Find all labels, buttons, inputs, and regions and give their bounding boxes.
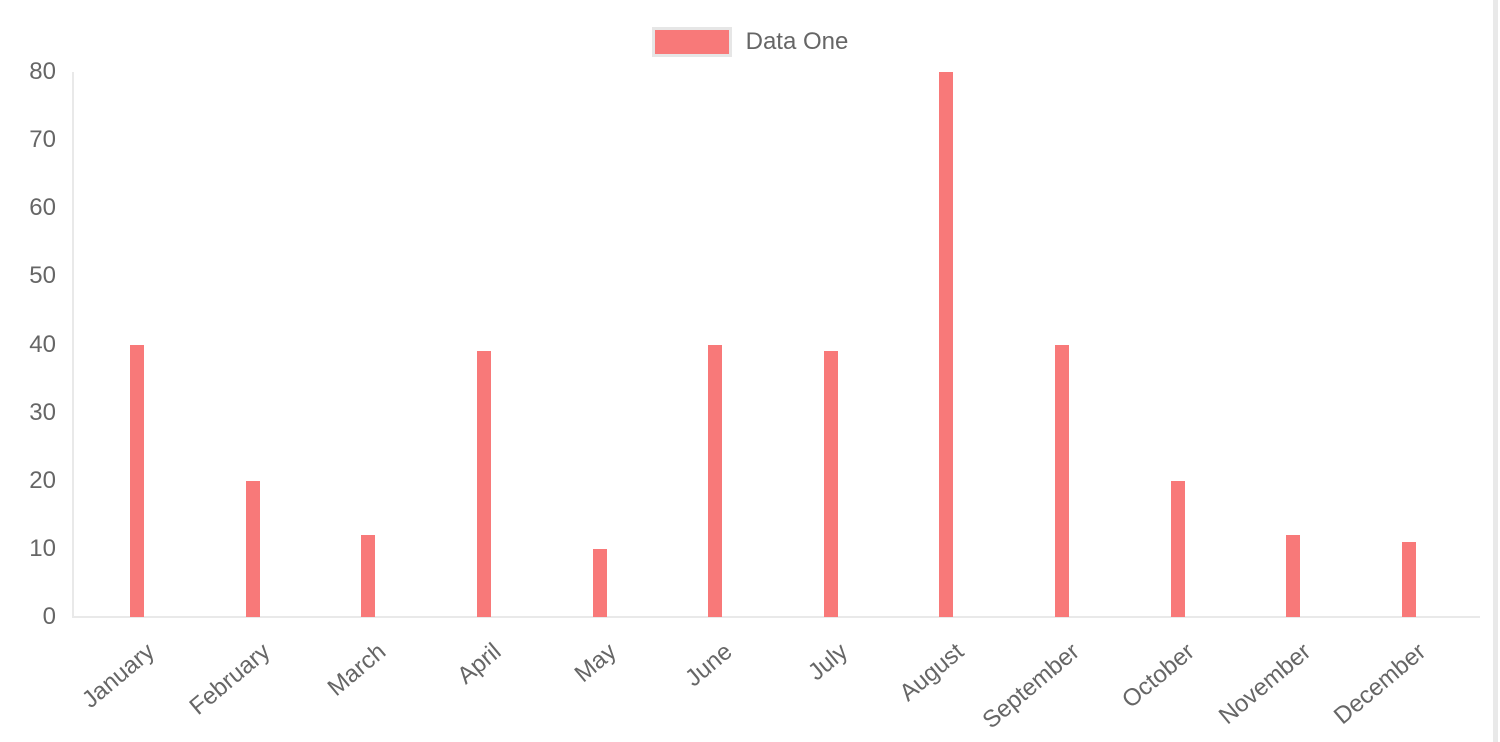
bar[interactable] xyxy=(939,72,954,617)
bar[interactable] xyxy=(130,344,144,617)
y-tick-label: 40 xyxy=(29,330,56,358)
x-tick-label: February xyxy=(184,638,275,721)
y-tick-label: 60 xyxy=(29,194,56,222)
x-axis-line xyxy=(72,616,1480,618)
bar[interactable] xyxy=(245,480,260,617)
y-tick-label: 10 xyxy=(29,534,56,562)
x-tick-label: October xyxy=(1117,638,1201,714)
y-tick-label: 80 xyxy=(29,58,56,85)
bar[interactable] xyxy=(823,351,838,617)
bar[interactable] xyxy=(1286,535,1301,617)
x-tick-label: November xyxy=(1213,638,1316,730)
bar[interactable] xyxy=(1055,344,1070,617)
y-tick-label: 70 xyxy=(29,126,56,154)
legend-swatch xyxy=(651,27,732,57)
bar[interactable] xyxy=(1170,480,1185,617)
x-tick-label: May xyxy=(569,638,622,688)
y-tick-label: 0 xyxy=(42,603,56,630)
bar[interactable] xyxy=(592,548,607,617)
y-tick-label: 50 xyxy=(29,262,56,290)
y-axis-line xyxy=(72,72,74,618)
x-tick-label: January xyxy=(76,638,160,714)
y-tick-label: 20 xyxy=(29,466,56,494)
x-tick-label: December xyxy=(1329,638,1432,730)
bar[interactable] xyxy=(361,535,376,617)
bar[interactable] xyxy=(476,351,491,617)
scrollbar-track[interactable] xyxy=(1493,0,1498,742)
legend-label: Data One xyxy=(745,28,849,55)
x-tick-label: March xyxy=(322,638,391,702)
x-tick-label: July xyxy=(803,638,854,687)
bar[interactable] xyxy=(708,344,723,617)
x-tick-label: April xyxy=(452,638,507,690)
x-tick-label: August xyxy=(894,638,969,707)
legend[interactable]: Data One xyxy=(0,27,1500,57)
y-tick-label: 30 xyxy=(29,398,56,426)
x-tick-label: September xyxy=(977,638,1085,735)
bar[interactable] xyxy=(1402,542,1417,617)
x-tick-label: June xyxy=(680,638,738,693)
